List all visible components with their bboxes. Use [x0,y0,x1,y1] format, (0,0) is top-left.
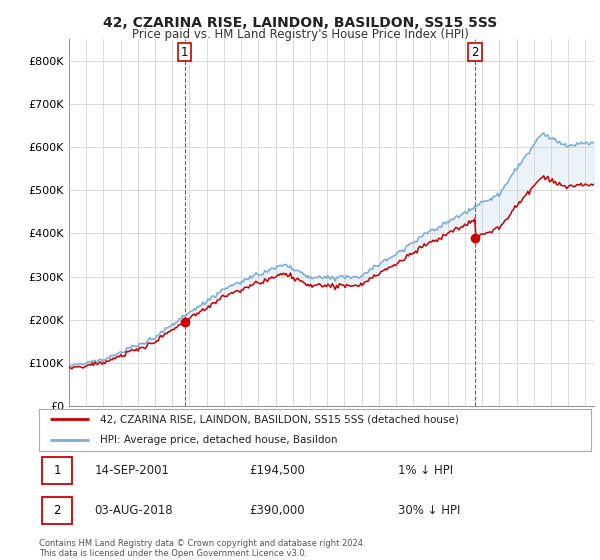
Text: Price paid vs. HM Land Registry's House Price Index (HPI): Price paid vs. HM Land Registry's House … [131,28,469,41]
Text: 03-AUG-2018: 03-AUG-2018 [94,504,173,517]
Text: 2: 2 [53,504,61,517]
Text: £390,000: £390,000 [249,504,304,517]
Text: 1: 1 [181,45,188,59]
Text: 2: 2 [471,45,479,59]
Text: 14-SEP-2001: 14-SEP-2001 [94,464,169,477]
Text: 30% ↓ HPI: 30% ↓ HPI [398,504,460,517]
Text: 1: 1 [53,464,61,477]
Text: 1% ↓ HPI: 1% ↓ HPI [398,464,453,477]
Bar [42,497,72,524]
Text: 42, CZARINA RISE, LAINDON, BASILDON, SS15 5SS: 42, CZARINA RISE, LAINDON, BASILDON, SS1… [103,16,497,30]
Text: Contains HM Land Registry data © Crown copyright and database right 2024.
This d: Contains HM Land Registry data © Crown c… [39,539,365,558]
Bar [42,457,72,484]
Text: 42, CZARINA RISE, LAINDON, BASILDON, SS15 5SS (detached house): 42, CZARINA RISE, LAINDON, BASILDON, SS1… [100,414,458,424]
Text: HPI: Average price, detached house, Basildon: HPI: Average price, detached house, Basi… [100,435,337,445]
Text: £194,500: £194,500 [249,464,305,477]
